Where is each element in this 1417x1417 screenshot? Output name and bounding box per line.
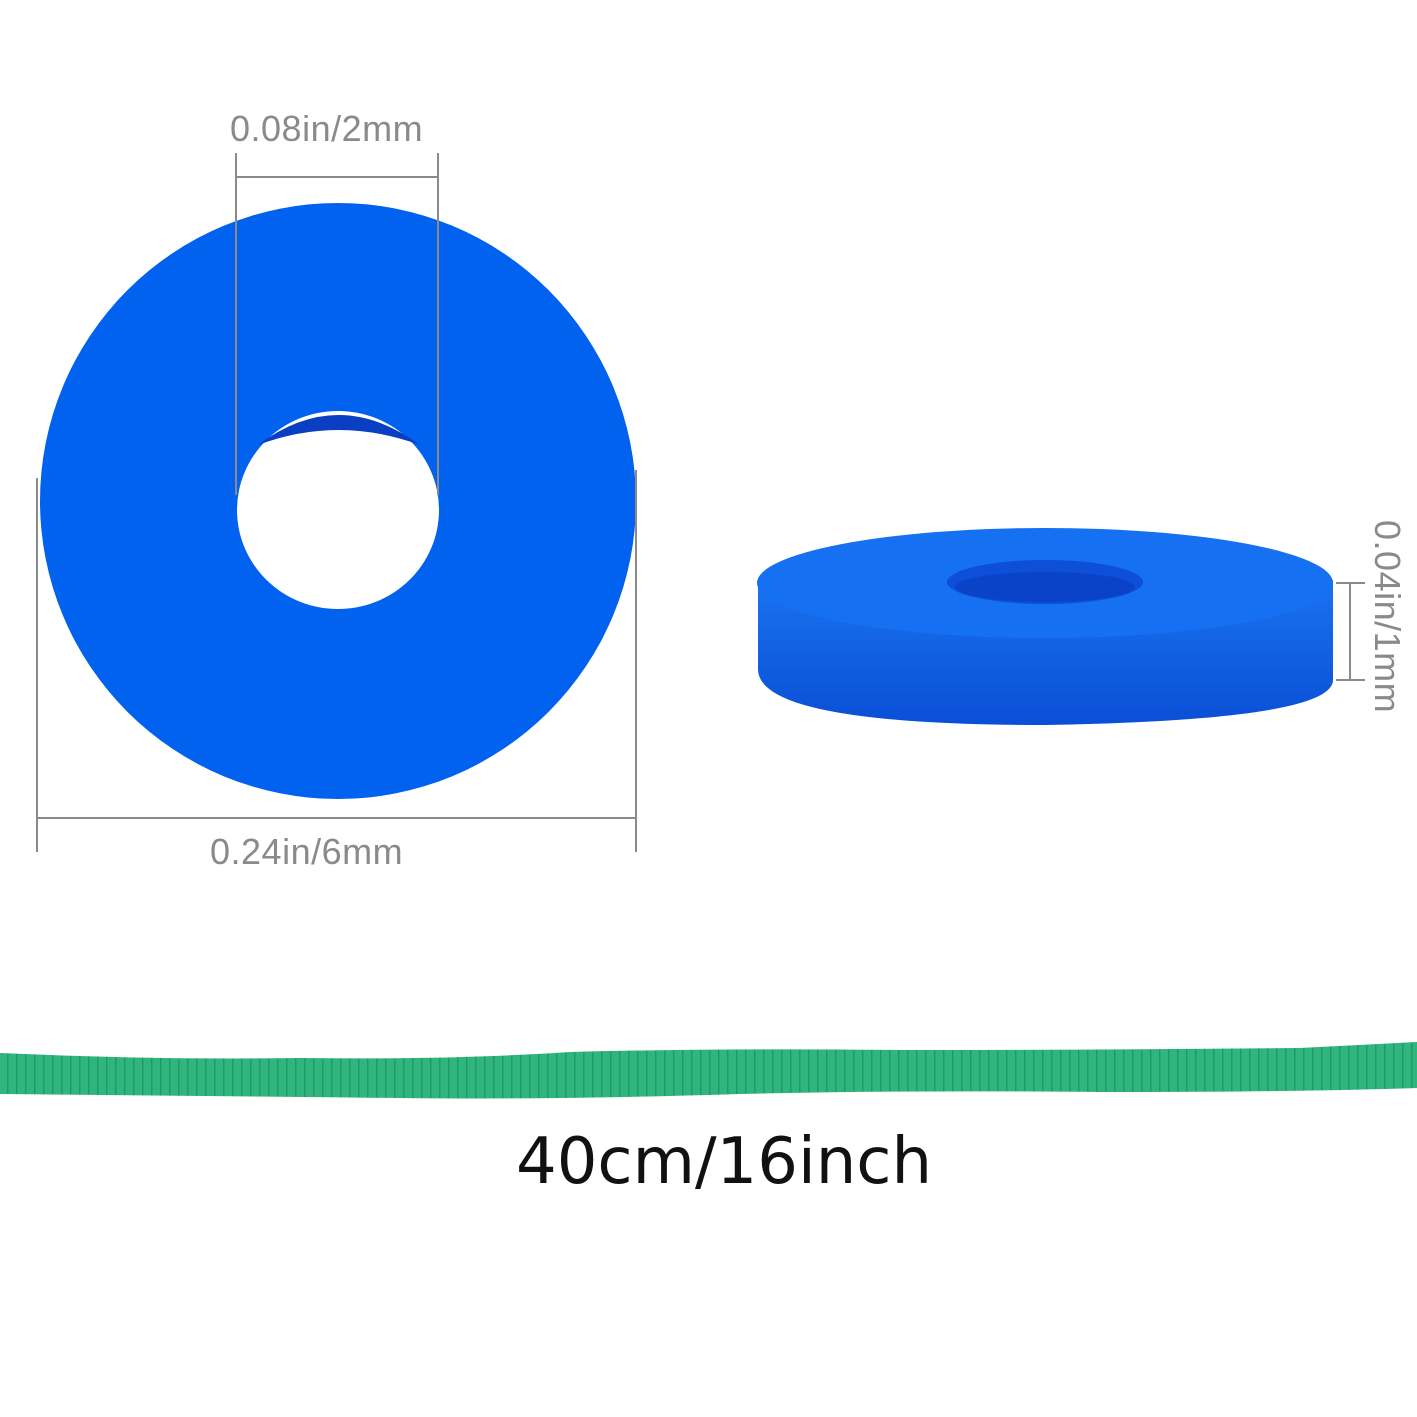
bead-front-view: [40, 203, 636, 799]
hole-inner-wall: [258, 415, 420, 445]
outer-diameter-dimension-line: [36, 470, 637, 852]
inner-diameter-label: 0.08in/2mm: [230, 108, 424, 149]
bead-strand: [0, 1042, 1417, 1099]
strand-length-label: 40cm/16inch: [515, 1125, 933, 1199]
bead-side-view: [757, 528, 1333, 725]
outer-diameter-label: 0.24in/6mm: [210, 831, 404, 872]
inner-diameter-dimension-line: [235, 153, 439, 495]
thickness-dimension-line: [1336, 582, 1365, 681]
thickness-label: 0.04in/1mm: [1367, 520, 1408, 714]
